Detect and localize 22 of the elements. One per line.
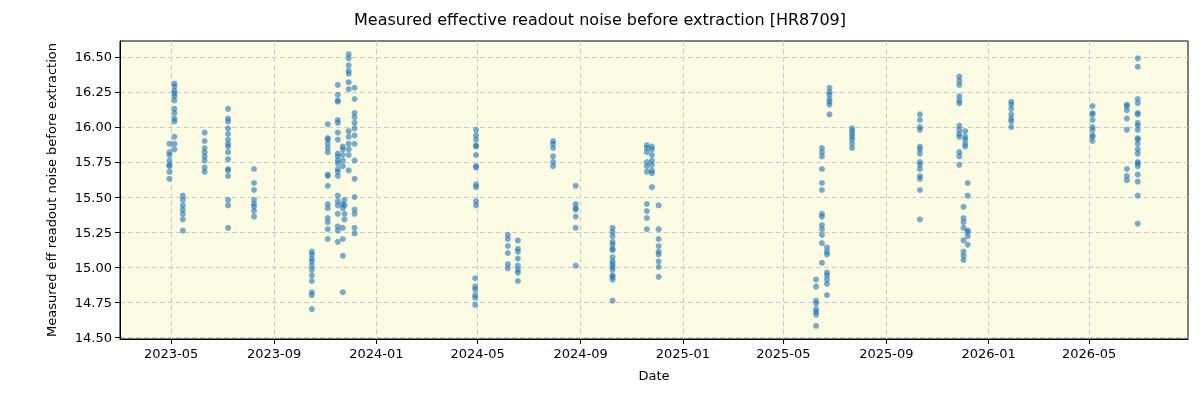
y-tick-label: 16.00	[74, 119, 112, 135]
x-tick-label: 2026-05	[1061, 346, 1117, 361]
chart-title: Measured effective readout noise before extraction [HR8709]	[354, 9, 846, 29]
x-tick-label: 2026-01	[961, 346, 1016, 361]
x-tick-label: 2025-01	[655, 346, 711, 361]
x-tick-label: 2025-09	[859, 346, 914, 361]
y-tick-label: 15.25	[74, 224, 112, 240]
x-tick-label: 2025-05	[756, 346, 811, 361]
x-tick-label: 2024-09	[553, 346, 608, 361]
x-tick-label: 2024-05	[450, 346, 505, 361]
x-tick-label: 2023-09	[246, 346, 302, 361]
x-axis-title: Date	[638, 368, 670, 383]
y-tick-label: 16.25	[74, 84, 112, 100]
y-tick-label: 15.50	[74, 189, 112, 205]
y-tick-label: 15.75	[74, 154, 112, 170]
y-tick-label: 14.75	[74, 294, 112, 310]
x-tick-label: 2023-05	[143, 346, 199, 361]
y-tick-label: 14.50	[74, 329, 112, 345]
y-axis-title: Measured eff readout noise before extraction	[44, 42, 59, 338]
x-tick-label: 2024-01	[349, 346, 404, 361]
y-tick-label: 16.50	[74, 49, 112, 65]
y-tick-label: 15.00	[74, 259, 112, 275]
